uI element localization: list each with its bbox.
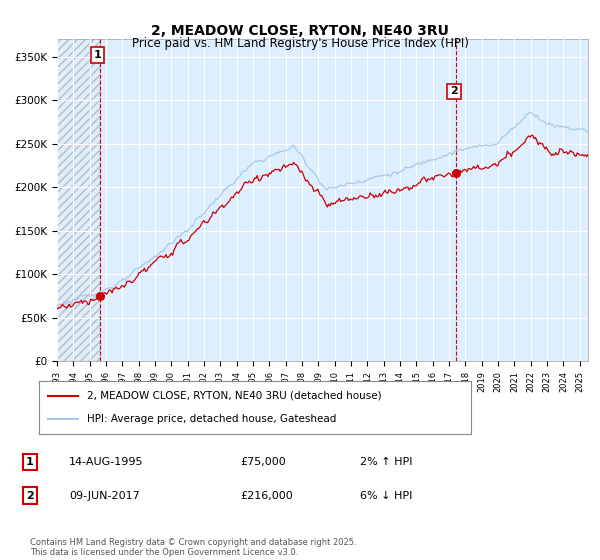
Text: 2% ↑ HPI: 2% ↑ HPI [360, 457, 413, 467]
Text: £216,000: £216,000 [240, 491, 293, 501]
Text: HPI: Average price, detached house, Gateshead: HPI: Average price, detached house, Gate… [86, 414, 336, 424]
Text: 14-AUG-1995: 14-AUG-1995 [69, 457, 143, 467]
Text: Price paid vs. HM Land Registry's House Price Index (HPI): Price paid vs. HM Land Registry's House … [131, 37, 469, 50]
Text: 1: 1 [26, 457, 34, 467]
Text: £75,000: £75,000 [240, 457, 286, 467]
Text: Contains HM Land Registry data © Crown copyright and database right 2025.
This d: Contains HM Land Registry data © Crown c… [30, 538, 356, 557]
Text: 6% ↓ HPI: 6% ↓ HPI [360, 491, 412, 501]
Text: 2, MEADOW CLOSE, RYTON, NE40 3RU (detached house): 2, MEADOW CLOSE, RYTON, NE40 3RU (detach… [86, 391, 381, 401]
Bar [57, 39, 100, 361]
Text: 2, MEADOW CLOSE, RYTON, NE40 3RU: 2, MEADOW CLOSE, RYTON, NE40 3RU [151, 24, 449, 38]
Text: 2: 2 [450, 86, 458, 96]
Text: 09-JUN-2017: 09-JUN-2017 [69, 491, 140, 501]
Text: 2: 2 [26, 491, 34, 501]
Text: 1: 1 [94, 50, 101, 60]
